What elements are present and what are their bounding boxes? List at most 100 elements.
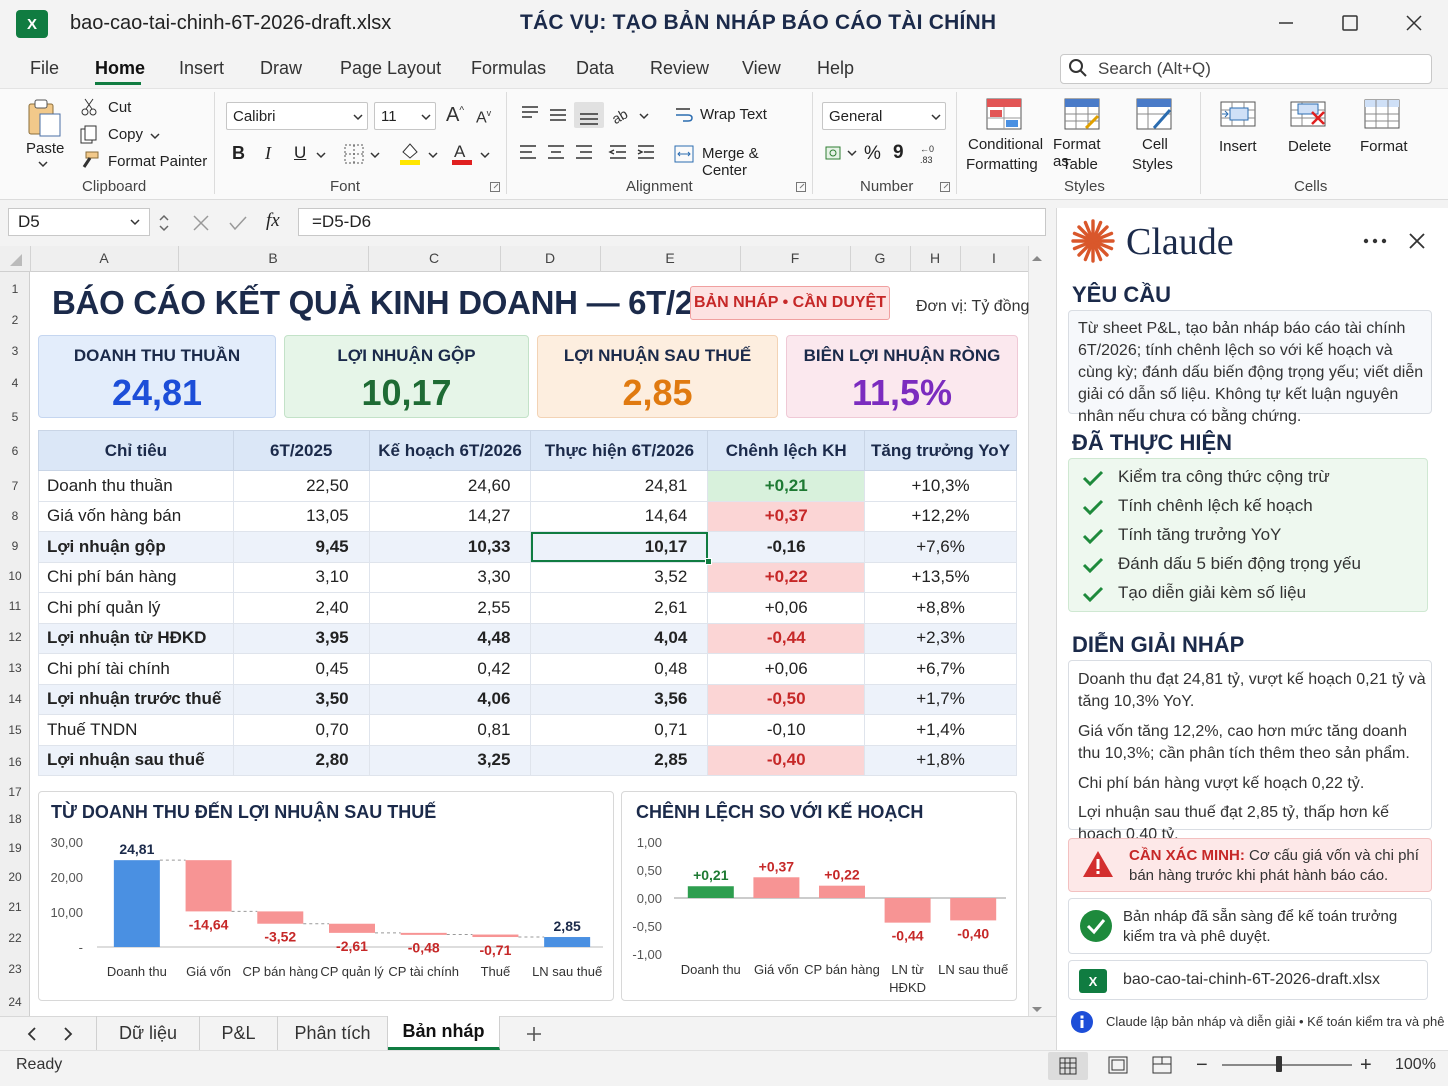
row-header[interactable]: 18: [8, 812, 22, 826]
maximize-button[interactable]: [1330, 8, 1370, 38]
page-break-view-icon[interactable]: [1152, 1056, 1172, 1074]
cell-line-item[interactable]: Lợi nhuận gộp: [38, 531, 234, 563]
table-header[interactable]: Thực hiện 6T/2026: [530, 430, 709, 471]
comma-style-button[interactable]: 9: [893, 142, 904, 163]
cell-yoy[interactable]: +12,2%: [864, 500, 1017, 532]
font-color-icon[interactable]: A: [450, 140, 474, 166]
cell-plan[interactable]: 0,42: [368, 653, 532, 685]
row-header[interactable]: 8: [11, 509, 19, 523]
row-header[interactable]: 2: [11, 313, 19, 327]
cell-variance[interactable]: -0,44: [707, 622, 866, 654]
percent-style-button[interactable]: %: [864, 143, 881, 164]
menu-view[interactable]: View: [742, 58, 781, 78]
cell-prev-year[interactable]: 0,45: [232, 653, 370, 685]
menu-review[interactable]: Review: [650, 58, 710, 78]
menu-data[interactable]: Data: [576, 58, 615, 78]
cell-plan[interactable]: 3,30: [368, 561, 532, 593]
cell-actual[interactable]: 2,61: [530, 592, 709, 624]
cell-styles-button[interactable]: Cell Styles: [1126, 96, 1186, 176]
column-header-h[interactable]: H: [929, 250, 941, 266]
row-header[interactable]: 1: [11, 282, 19, 296]
conditional-formatting-button[interactable]: Conditional Formatting: [962, 96, 1043, 176]
attached-file-chip[interactable]: X bao-cao-tai-chinh-6T-2026-draft.xlsx: [1068, 960, 1428, 1000]
more-options-icon[interactable]: [158, 212, 170, 234]
orientation-icon[interactable]: ab: [612, 104, 652, 128]
column-header-d[interactable]: D: [544, 250, 556, 266]
cell-variance[interactable]: +0,21: [707, 470, 866, 502]
menu-insert[interactable]: Insert: [179, 58, 225, 78]
cell-yoy[interactable]: +13,5%: [864, 561, 1017, 593]
copy-button[interactable]: Copy: [80, 124, 190, 146]
cell-line-item[interactable]: Lợi nhuận từ HĐKD: [38, 622, 234, 654]
menu-help[interactable]: Help: [817, 58, 855, 78]
cell-yoy[interactable]: +2,3%: [864, 622, 1017, 654]
cell-actual[interactable]: 4,04: [530, 622, 709, 654]
column-header-c[interactable]: C: [428, 250, 440, 266]
zoom-in-button[interactable]: +: [1360, 1054, 1372, 1076]
table-header[interactable]: Chênh lệch KH: [707, 430, 866, 471]
underline-button[interactable]: U: [294, 143, 307, 162]
cell-line-item[interactable]: Giá vốn hàng bán: [38, 500, 234, 532]
cell-prev-year[interactable]: 22,50: [232, 470, 370, 502]
cell-variance[interactable]: -0,40: [707, 744, 866, 776]
page-layout-view-icon[interactable]: [1108, 1056, 1128, 1074]
cell-plan[interactable]: 4,06: [368, 683, 532, 715]
row-header[interactable]: 7: [11, 479, 19, 493]
row-header[interactable]: 17: [8, 785, 22, 799]
chevron-down-icon[interactable]: [130, 218, 140, 226]
cell-line-item[interactable]: Lợi nhuận trước thuế: [38, 683, 234, 715]
cell-actual[interactable]: 3,56: [530, 683, 709, 715]
cell-line-item[interactable]: Lợi nhuận sau thuế: [38, 744, 234, 776]
row-header[interactable]: 20: [8, 870, 22, 884]
italic-button[interactable]: I: [265, 143, 271, 163]
chevron-right-icon[interactable]: [62, 1026, 74, 1042]
cell-plan[interactable]: 3,25: [368, 744, 532, 776]
horizontal-align-icons[interactable]: [518, 143, 658, 165]
vertical-scrollbar[interactable]: [1028, 246, 1046, 1016]
select-all-icon[interactable]: [6, 252, 24, 268]
column-header-g[interactable]: G: [874, 250, 886, 266]
row-header[interactable]: 15: [8, 723, 22, 737]
row-header[interactable]: 14: [8, 692, 22, 706]
row-header[interactable]: 6: [11, 444, 19, 458]
column-header-b[interactable]: B: [268, 250, 278, 266]
search-box[interactable]: [1060, 54, 1432, 84]
cell-plan[interactable]: 10,33: [368, 531, 532, 563]
cell-actual[interactable]: 3,52: [530, 561, 709, 593]
format-cells-button[interactable]: Format: [1356, 96, 1416, 176]
zoom-slider-thumb[interactable]: [1276, 1056, 1282, 1072]
normal-view-button[interactable]: [1048, 1052, 1088, 1080]
cell-actual-selected[interactable]: 10,17: [530, 531, 709, 563]
merge-center-button[interactable]: Merge & Center: [674, 143, 804, 179]
vertical-align-icons[interactable]: [518, 102, 608, 128]
insert-function-button[interactable]: fx: [266, 210, 280, 231]
row-header[interactable]: 9: [11, 539, 19, 553]
close-window-button[interactable]: [1394, 8, 1434, 38]
increase-font-icon[interactable]: A^: [446, 104, 465, 126]
column-header-i[interactable]: I: [992, 250, 996, 266]
cell-actual[interactable]: 2,85: [530, 744, 709, 776]
cell-variance[interactable]: +0,22: [707, 561, 866, 593]
number-format-select[interactable]: General: [822, 102, 946, 130]
scroll-up-icon[interactable]: [1031, 254, 1043, 262]
dialog-launcher-icon[interactable]: [490, 182, 500, 192]
sheet-tab-ban-nhap[interactable]: Bản nháp: [388, 1016, 500, 1050]
row-header[interactable]: 13: [8, 661, 22, 675]
cell-prev-year[interactable]: 0,70: [232, 714, 370, 746]
cell-plan[interactable]: 0,81: [368, 714, 532, 746]
insert-cells-button[interactable]: Insert: [1212, 96, 1266, 176]
row-header[interactable]: 22: [8, 931, 22, 945]
cell-actual[interactable]: 14,64: [530, 500, 709, 532]
cell-plan[interactable]: 4,48: [368, 622, 532, 654]
formula-input[interactable]: [298, 208, 1046, 236]
minimize-button[interactable]: [1266, 8, 1306, 38]
cell-plan[interactable]: 24,60: [368, 470, 532, 502]
name-box[interactable]: [8, 208, 150, 236]
cell-yoy[interactable]: +1,7%: [864, 683, 1017, 715]
cell-prev-year[interactable]: 9,45: [232, 531, 370, 563]
add-sheet-icon[interactable]: [526, 1026, 542, 1042]
column-header-f[interactable]: F: [790, 250, 800, 266]
borders-icon[interactable]: [343, 143, 365, 165]
cell-variance[interactable]: +0,06: [707, 653, 866, 685]
menu-home[interactable]: Home: [95, 58, 146, 78]
